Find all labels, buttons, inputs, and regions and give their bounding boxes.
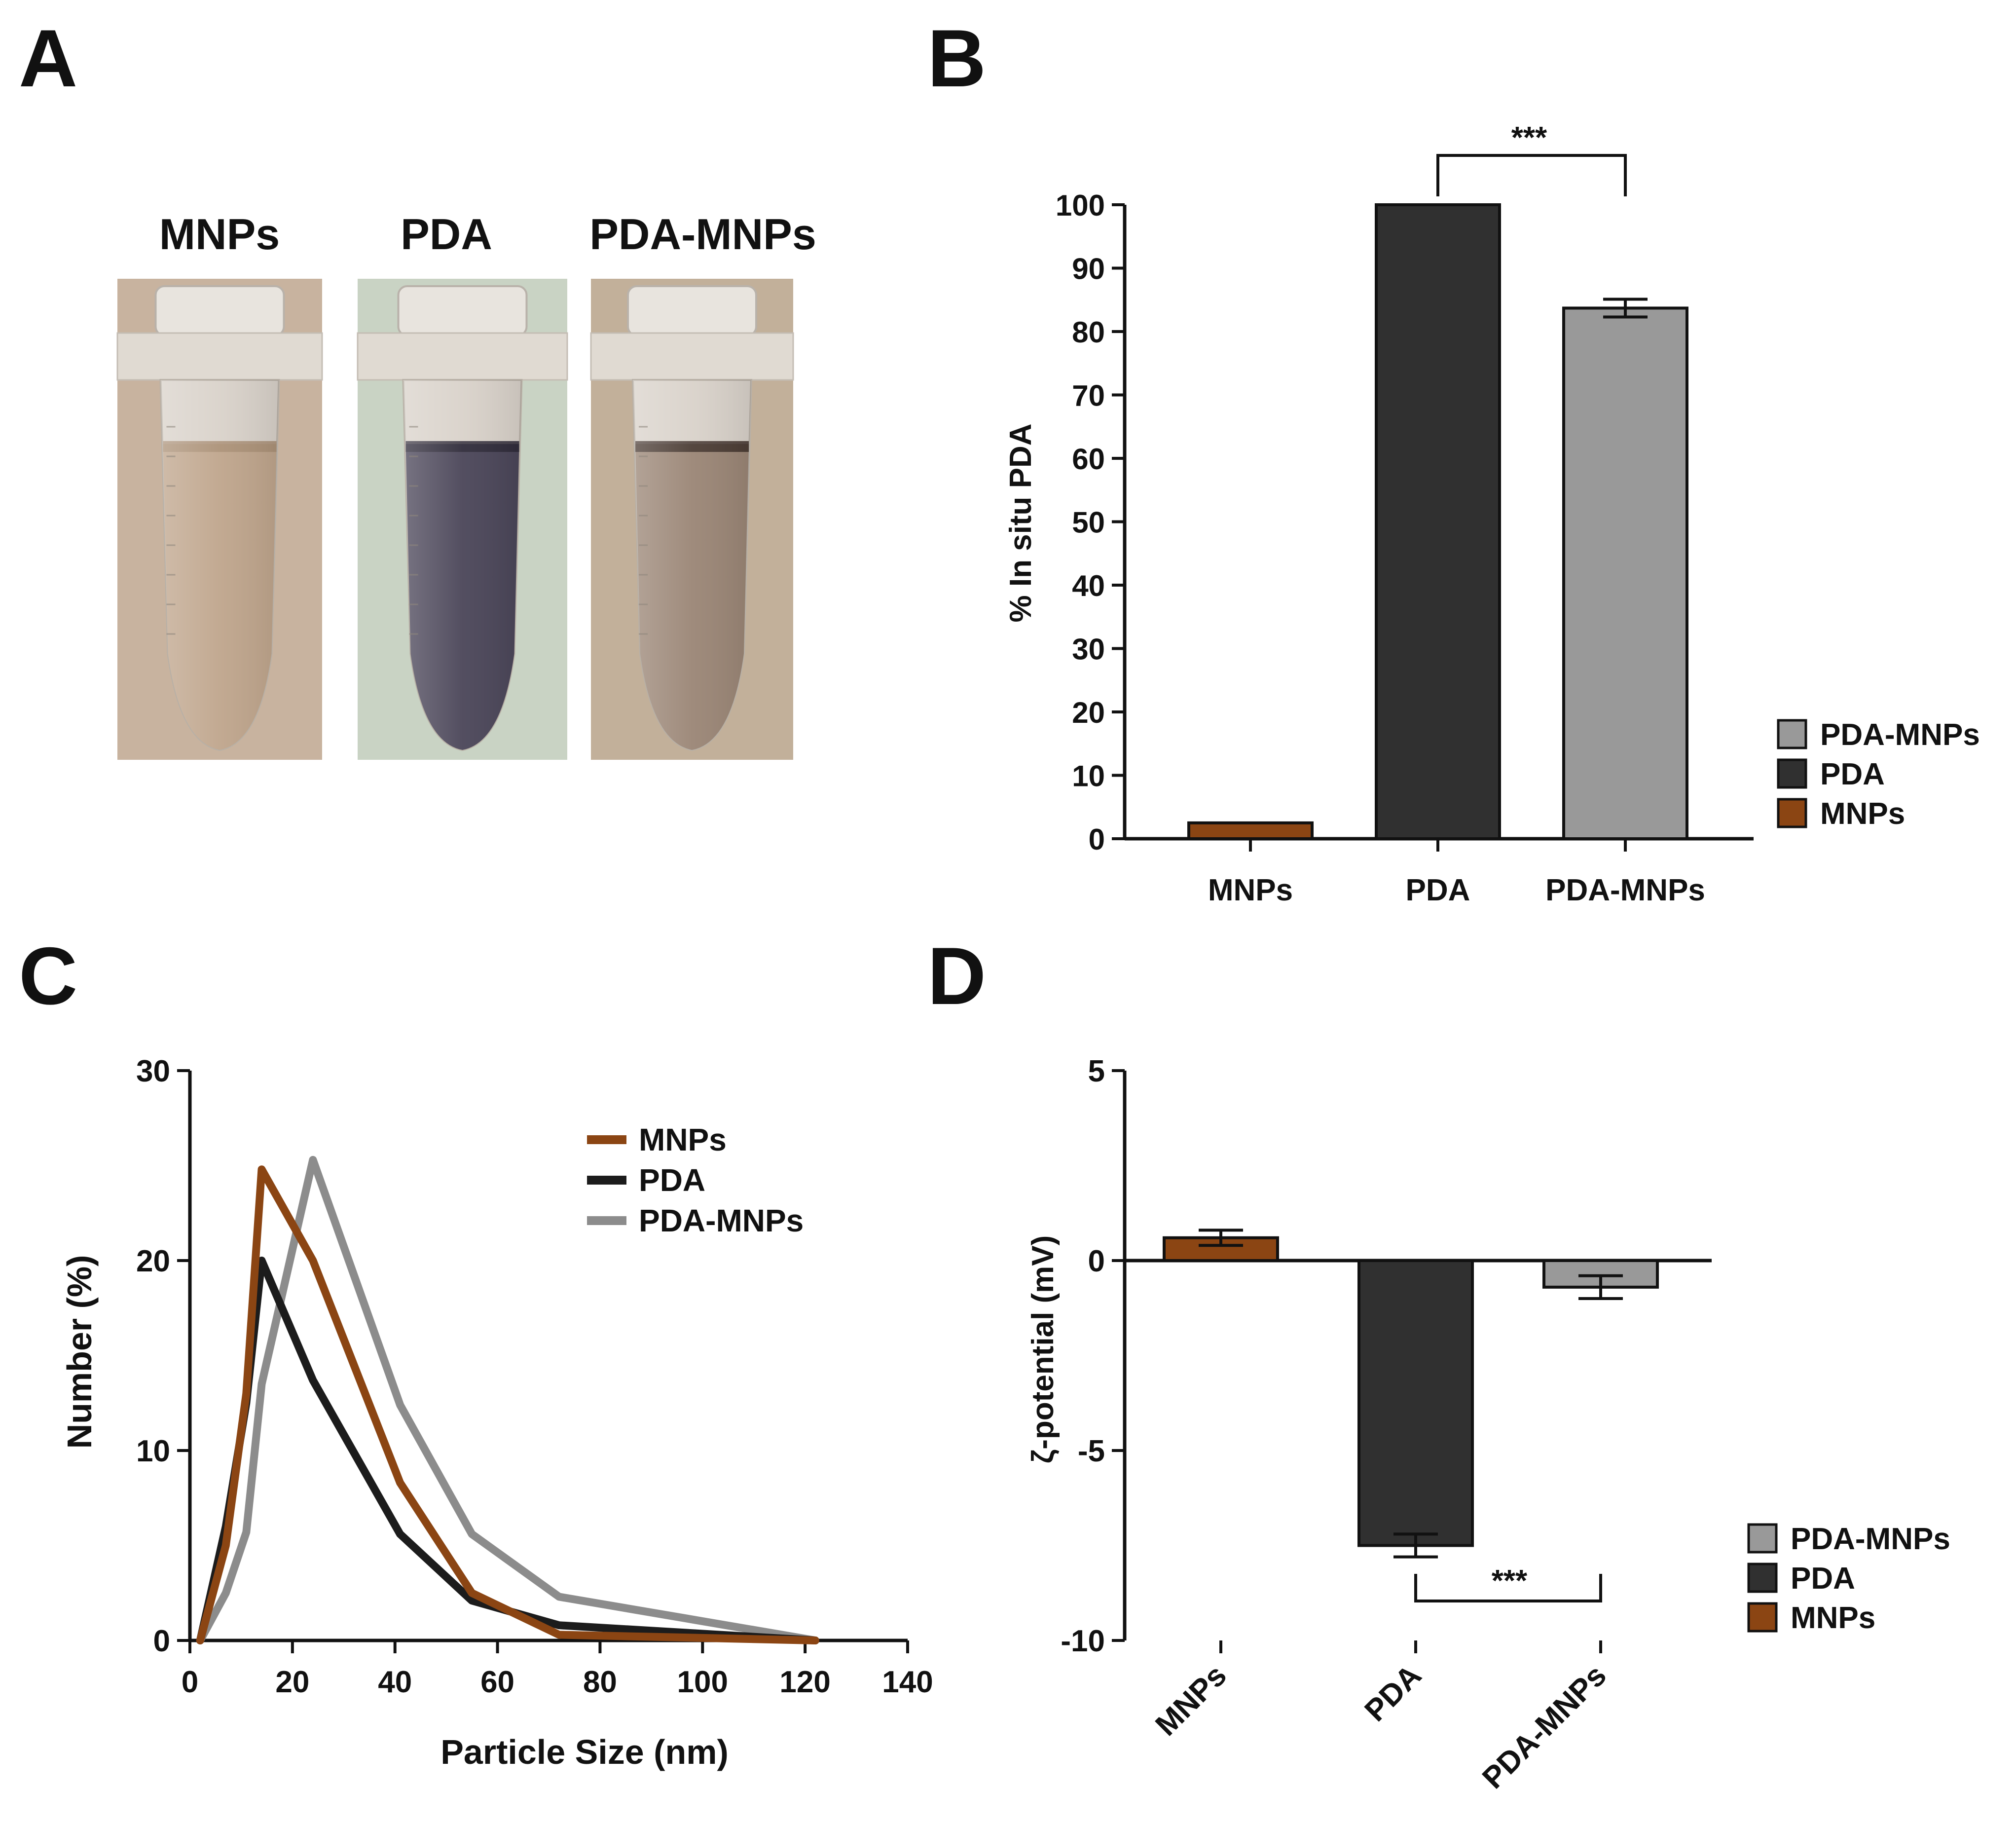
d-plot: -10 -5 0 5 MNPs PDA PDA-MNPs <box>1061 1054 1712 1795</box>
b-legend-label-pda: PDA <box>1820 757 1885 791</box>
tube-flange <box>357 332 568 381</box>
b-significance-bracket <box>1436 154 1627 196</box>
d-y-tick-label: 0 <box>1088 1244 1105 1278</box>
panel-letter-c: C <box>19 931 77 1021</box>
d-y-axis-title: ζ-potential (mV) <box>1026 1235 1060 1464</box>
d-legend-label-mnps: MNPs <box>1791 1601 1875 1635</box>
b-bar-pda-mnps <box>1562 306 1688 841</box>
d-significance-bracket <box>1414 1574 1602 1602</box>
tube-glass-shine <box>160 380 279 750</box>
tube-label-pda: PDA <box>401 210 492 259</box>
b-y-tick-label: 30 <box>1072 633 1105 666</box>
tube-label-pda-mnps: PDA-MNPs <box>589 210 816 259</box>
b-bar-mnps <box>1187 821 1314 840</box>
c-series-line-pda <box>196 1257 819 1644</box>
b-y-tick-label: 70 <box>1072 379 1105 412</box>
b-y-tick-label: 50 <box>1072 506 1105 539</box>
c-plot: 0 10 20 30 0 20 40 60 80 100 120 140 <box>136 1054 933 1699</box>
d-y-tick-label: -5 <box>1078 1434 1105 1468</box>
b-bar-pda <box>1375 203 1501 840</box>
tube-glass-shine <box>633 380 751 750</box>
panel-a-photos: MNPs PDA PDA-MNPs <box>116 210 816 760</box>
tube-photo-pda-mnps <box>590 279 794 760</box>
tube-photo-mnps <box>116 279 323 760</box>
b-legend-swatch-pda <box>1777 758 1807 789</box>
b-y-axis-title: % In situ PDA <box>1004 423 1038 622</box>
tube-photo-pda <box>357 279 568 760</box>
b-y-tick-label: 100 <box>1056 189 1105 222</box>
b-y-tick-label: 80 <box>1072 316 1105 349</box>
c-legend-label-pda-mnps: PDA-MNPs <box>639 1203 804 1238</box>
panel-c-chart: 0 10 20 30 0 20 40 60 80 100 120 140 Number (%) Par… <box>60 1054 933 1771</box>
c-x-tick-label: 60 <box>480 1665 514 1699</box>
panel-letter-b: B <box>927 13 986 104</box>
c-legend: MNPs PDA PDA-MNPs <box>587 1122 804 1238</box>
c-y-tick-label: 10 <box>136 1434 170 1468</box>
c-y-axis-title: Number (%) <box>60 1255 99 1449</box>
d-legend-label-pda-mnps: PDA-MNPs <box>1791 1522 1950 1556</box>
b-legend-swatch-pda-mnps <box>1777 719 1807 749</box>
tube-flange <box>590 332 794 381</box>
c-x-tick-label: 20 <box>275 1665 309 1699</box>
d-x-tick-label-pda-mnps: PDA-MNPs <box>1476 1658 1613 1795</box>
c-y-tick-label: 20 <box>136 1244 170 1278</box>
d-x-tick-label-mnps: MNPs <box>1149 1658 1233 1743</box>
d-bar-pda <box>1357 1259 1474 1547</box>
d-x-tick-label-pda: PDA <box>1358 1658 1428 1728</box>
c-y-tick-label: 30 <box>136 1054 170 1088</box>
c-series-line-mnps <box>196 1165 819 1644</box>
panel-letter-d: D <box>927 931 986 1021</box>
c-x-tick-label: 120 <box>779 1665 830 1699</box>
b-legend: PDA-MNPs PDA MNPs <box>1777 718 1980 831</box>
panel-letter-a: A <box>19 13 77 104</box>
d-legend: PDA-MNPs PDA MNPs <box>1747 1522 1950 1635</box>
b-legend-swatch-mnps <box>1777 798 1807 828</box>
b-y-tick-label: 10 <box>1072 760 1105 793</box>
b-x-tick-label-mnps: MNPs <box>1208 873 1293 907</box>
c-x-axis-title: Particle Size (nm) <box>440 1733 729 1771</box>
b-x-tick-label-pda-mnps: PDA-MNPs <box>1545 873 1705 907</box>
b-legend-label-pda-mnps: PDA-MNPs <box>1820 718 1980 752</box>
tube-glass-shine <box>403 380 522 750</box>
d-legend-swatch-pda <box>1747 1563 1778 1593</box>
c-y-tick-label: 0 <box>153 1624 170 1658</box>
b-y-tick-label: 0 <box>1089 823 1105 856</box>
b-legend-label-mnps: MNPs <box>1820 797 1905 831</box>
c-legend-label-mnps: MNPs <box>639 1122 727 1157</box>
c-x-tick-label: 140 <box>882 1665 933 1699</box>
d-significance: *** <box>1492 1564 1528 1598</box>
b-y-tick-label: 90 <box>1072 253 1105 286</box>
d-legend-label-pda: PDA <box>1791 1562 1855 1596</box>
b-plot: 0 10 20 30 40 50 60 70 80 90 100 MNPs PDA PDA-MNPs <box>1056 154 1754 907</box>
tube-label-mnps: MNPs <box>159 210 280 259</box>
b-y-tick-label: 60 <box>1072 443 1105 476</box>
c-legend-label-pda: PDA <box>639 1162 705 1198</box>
d-y-tick-label: -10 <box>1061 1624 1105 1658</box>
c-series-line-pda-mnps <box>196 1155 819 1644</box>
panel-b-chart: 0 10 20 30 40 50 60 70 80 90 100 MNPs PDA PDA-MNPs % … <box>1004 121 1980 907</box>
d-legend-swatch-pda-mnps <box>1747 1523 1778 1554</box>
b-y-tick-label: 40 <box>1072 569 1105 602</box>
c-x-tick-label: 40 <box>378 1665 412 1699</box>
c-x-tick-label: 100 <box>677 1665 728 1699</box>
d-legend-swatch-mnps <box>1747 1602 1778 1633</box>
c-x-tick-label: 80 <box>583 1665 617 1699</box>
tube-cap <box>627 285 757 336</box>
d-y-tick-label: 5 <box>1088 1054 1105 1088</box>
b-x-tick-label-pda: PDA <box>1406 873 1470 907</box>
c-x-tick-label: 0 <box>182 1665 198 1699</box>
tube-flange <box>116 332 323 381</box>
b-y-tick-label: 20 <box>1072 696 1105 729</box>
tube-cap <box>397 285 528 336</box>
tube-cap <box>154 285 285 336</box>
b-significance: *** <box>1511 121 1547 155</box>
